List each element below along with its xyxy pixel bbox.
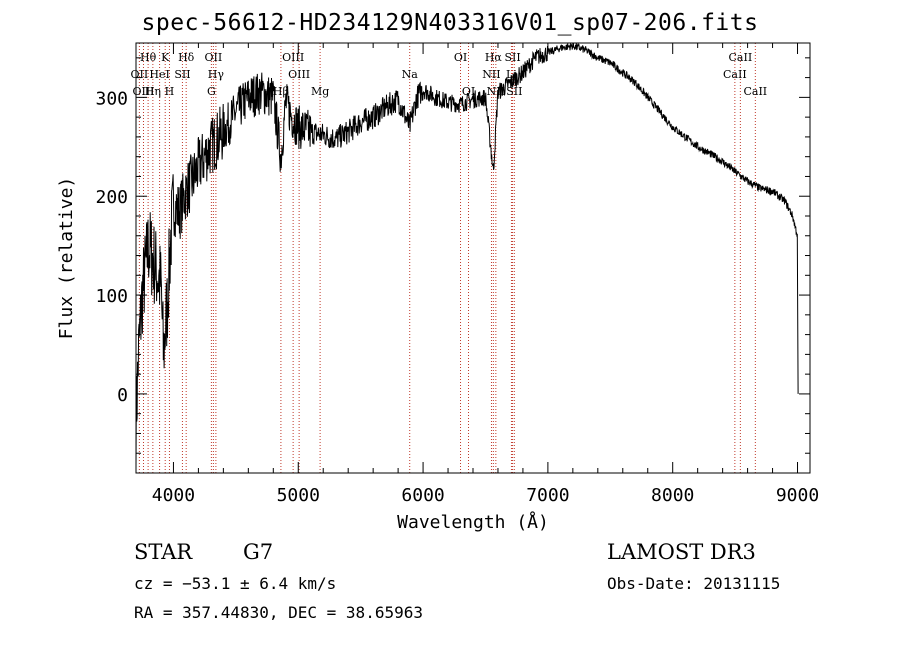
line-marker-label: CaII (729, 51, 753, 64)
y-axis-ticks: 0 100 200 300 (95, 57, 810, 454)
redshift-value: cz = −53.1 ± 6.4 km/s (134, 574, 337, 593)
plot-frame (135, 42, 811, 474)
y-tick-label: 0 (117, 385, 128, 406)
line-marker-label: Li (506, 68, 517, 81)
line-marker-label: K (161, 51, 170, 64)
y-tick-label: 300 (95, 88, 128, 109)
y-axis-label: Flux (relative) (56, 177, 77, 340)
x-tick-label: 6000 (401, 485, 444, 506)
coordinates: RA = 357.44830, DEC = 38.65963 (134, 603, 423, 622)
line-marker-label: Hα (485, 51, 503, 64)
line-marker-label: OII (205, 51, 223, 64)
line-marker-label: H (165, 85, 175, 98)
line-marker-label: SII (174, 68, 190, 81)
x-tick-label: 5000 (277, 485, 320, 506)
line-marker-label: Hγ (208, 68, 225, 81)
line-marker-label: SII (504, 51, 520, 64)
line-marker-label: OIII (132, 85, 154, 98)
line-marker-label: Hη (145, 85, 161, 98)
line-marker-label: Hθ (140, 51, 157, 64)
subclass: G7 (243, 540, 274, 564)
x-tick-label: 8000 (651, 485, 694, 506)
line-marker-label: HeI (149, 68, 169, 81)
line-marker-label: OI (462, 85, 475, 98)
x-tick-label: 7000 (526, 485, 569, 506)
spectrum-line (135, 42, 799, 469)
object-class: STAR (134, 540, 193, 564)
x-axis-ticks: 4000 5000 6000 7000 8000 9000 (152, 43, 819, 506)
y-tick-label: 200 (95, 187, 128, 208)
line-marker-label: OI (454, 51, 467, 64)
line-marker-label: CaII (723, 68, 747, 81)
line-marker-label: Mg (311, 85, 329, 98)
line-marker-label: Na (402, 68, 419, 81)
survey-name: LAMOST DR3 (607, 540, 756, 564)
line-marker-label: Hδ (178, 51, 195, 64)
obs-date: Obs-Date: 20131115 (607, 574, 781, 593)
y-tick-label: 100 (95, 286, 128, 307)
x-axis-label: Wavelength (Å) (397, 511, 549, 533)
line-marker-label: G (207, 85, 216, 98)
line-marker-label: OII (131, 68, 149, 81)
line-marker-label: OIII (288, 68, 310, 81)
line-marker-label: NII (482, 68, 500, 81)
x-tick-label: 9000 (776, 485, 819, 506)
line-marker-label: CaII (743, 85, 767, 98)
chart-title: spec-56612-HD234129N403316V01_sp07-206.f… (141, 10, 759, 36)
x-tick-label: 4000 (152, 485, 195, 506)
line-marker-label: Hβ (273, 85, 289, 98)
line-marker-label: SII (506, 85, 522, 98)
line-marker-label: OIII (282, 51, 304, 64)
